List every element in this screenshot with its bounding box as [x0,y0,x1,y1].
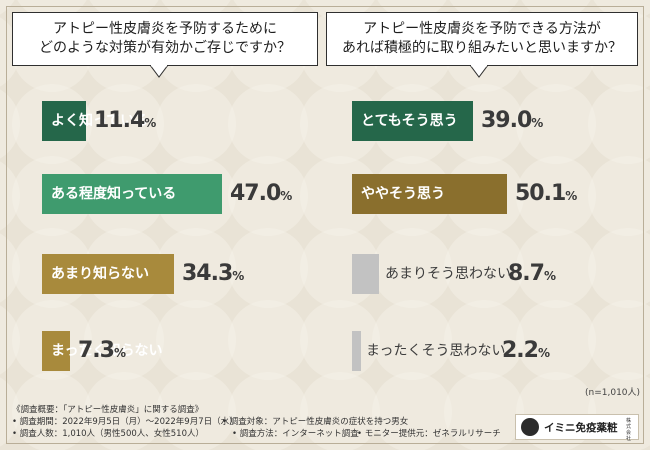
company-logo: イミニ免疫薬粧 株式会社 [515,414,639,442]
bar-left-value-2: 47.0% [230,181,293,206]
logo-mark-icon [521,418,539,436]
bar-left-label-3: あまり知らない [51,266,149,282]
question-box-left: アトピー性皮膚炎を予防するために どのような対策が有効かご存じですか？ [12,12,318,66]
bar-left-1: よく知っている [42,101,148,141]
bar-right-value-3: 8.7% [508,261,557,286]
bar-right-value-4: 2.2% [502,338,551,363]
bar-right-1: とてもそう思う [352,101,473,141]
logo-name: イミニ免疫薬粧 [544,422,618,434]
bar-left-3: あまり知らない [42,254,174,294]
question-left-line-1: アトピー性皮膚炎を予防するために [53,21,277,37]
bar-right-2: ややそう思う [352,174,507,214]
bar-left-4: まったく知らない [42,331,162,371]
bar-right-label-3: あまりそう思わない [385,266,511,282]
bar-right-label-1: とてもそう思う [361,113,458,129]
question-right-line-1: アトピー性皮膚炎を予防できる方法が [363,21,601,37]
question-right-line-2: あれば積極的に取り組みたいと思いますか？ [342,40,622,56]
speech-tail-left [150,65,168,78]
question-left-line-2: どのような対策が有効かご存じですか？ [39,40,291,56]
speech-tail-right [470,65,488,78]
bar-right-label-2: ややそう思う [361,186,445,202]
bar-right-4: まったくそう思わない [352,331,505,371]
survey-target: • 調査対象：アトピー性皮膚炎の症状を持つ男女 [222,417,409,427]
bar-left-value-3: 34.3% [182,261,245,286]
bar-left-label-4: まったく知らない [51,343,163,359]
survey-monitor: • モニター提供元：ゼネラルリサーチ [357,429,501,439]
sample-size-label: (n=1,010人) [585,388,641,398]
bar-right-3: あまりそう思わない [352,254,511,294]
survey-count: • 調査人数：1,010人（男性500人、女性510人） [12,429,204,439]
bar-left-value-1: 11.4% [94,108,157,133]
bar-left-label-2: ある程度知っている [51,186,177,202]
survey-title: 《調査概要：「アトピー性皮膚炎」に関する調査》 [12,405,204,415]
survey-method: • 調査方法：インターネット調査 [232,429,359,439]
bar-right-value-1: 39.0% [481,108,544,133]
bar-left-value-4: 7.3% [78,338,127,363]
logo-sub: 株式会社 [626,418,632,442]
bar-left-2: ある程度知っている [42,174,222,214]
bar-right-label-4: まったくそう思わない [366,343,506,359]
bar-left-label-1: よく知っている [51,113,149,129]
bar-right-value-2: 50.1% [515,181,578,206]
survey-period: • 調査期間：2022年9月5日（月）～2022年9月7日（水） [12,417,238,427]
